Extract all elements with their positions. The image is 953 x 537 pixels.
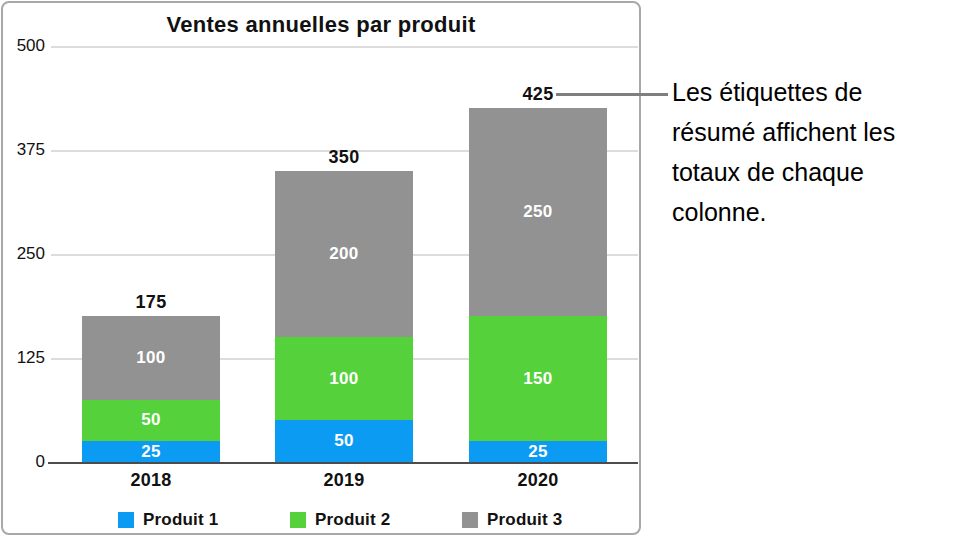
x-axis-category-label: 2018	[82, 470, 220, 491]
legend-label: Produit 3	[487, 510, 562, 530]
legend-label: Produit 2	[315, 510, 390, 530]
y-axis-tick-label: 125	[5, 348, 45, 368]
y-axis-tick-label: 500	[5, 36, 45, 56]
x-axis-category-label: 2019	[275, 470, 413, 491]
y-axis-tick-label: 0	[5, 452, 45, 472]
y-axis-tick-label: 250	[5, 244, 45, 264]
summary-total-label: 350	[275, 147, 413, 168]
chart-panel: Ventes annuelles par produit 0 125 250 375 5…	[1, 1, 641, 535]
summary-total-label: 175	[82, 292, 220, 313]
x-axis-line	[48, 462, 638, 464]
bar-segment-produit-2: 150	[469, 316, 607, 441]
legend-item-produit-3: Produit 3	[462, 511, 562, 529]
y-axis-tick-label: 375	[5, 140, 45, 160]
legend-swatch-icon	[290, 512, 306, 528]
bar-segment-produit-3: 250	[469, 108, 607, 316]
legend-label: Produit 1	[143, 510, 218, 530]
gridline	[51, 46, 638, 48]
x-axis-category-label: 2020	[469, 470, 607, 491]
bar-segment-produit-1: 25	[469, 441, 607, 462]
legend-swatch-icon	[462, 512, 478, 528]
callout-text: Les étiquettes de résumé affichent les t…	[672, 72, 934, 232]
callout-connector-line	[556, 93, 668, 96]
legend-item-produit-1: Produit 1	[118, 511, 218, 529]
legend-swatch-icon	[118, 512, 134, 528]
legend-item-produit-2: Produit 2	[290, 511, 390, 529]
bar-segment-produit-3: 200	[275, 171, 413, 337]
bar-segment-produit-1: 25	[82, 441, 220, 462]
bar-segment-produit-2: 50	[82, 400, 220, 442]
bar-segment-produit-2: 100	[275, 337, 413, 420]
bar-segment-produit-3: 100	[82, 316, 220, 399]
chart-title: Ventes annuelles par produit	[3, 12, 639, 38]
bar-segment-produit-1: 50	[275, 420, 413, 462]
